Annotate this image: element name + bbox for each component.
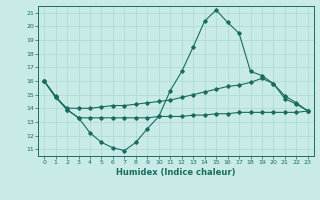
X-axis label: Humidex (Indice chaleur): Humidex (Indice chaleur) [116, 168, 236, 177]
